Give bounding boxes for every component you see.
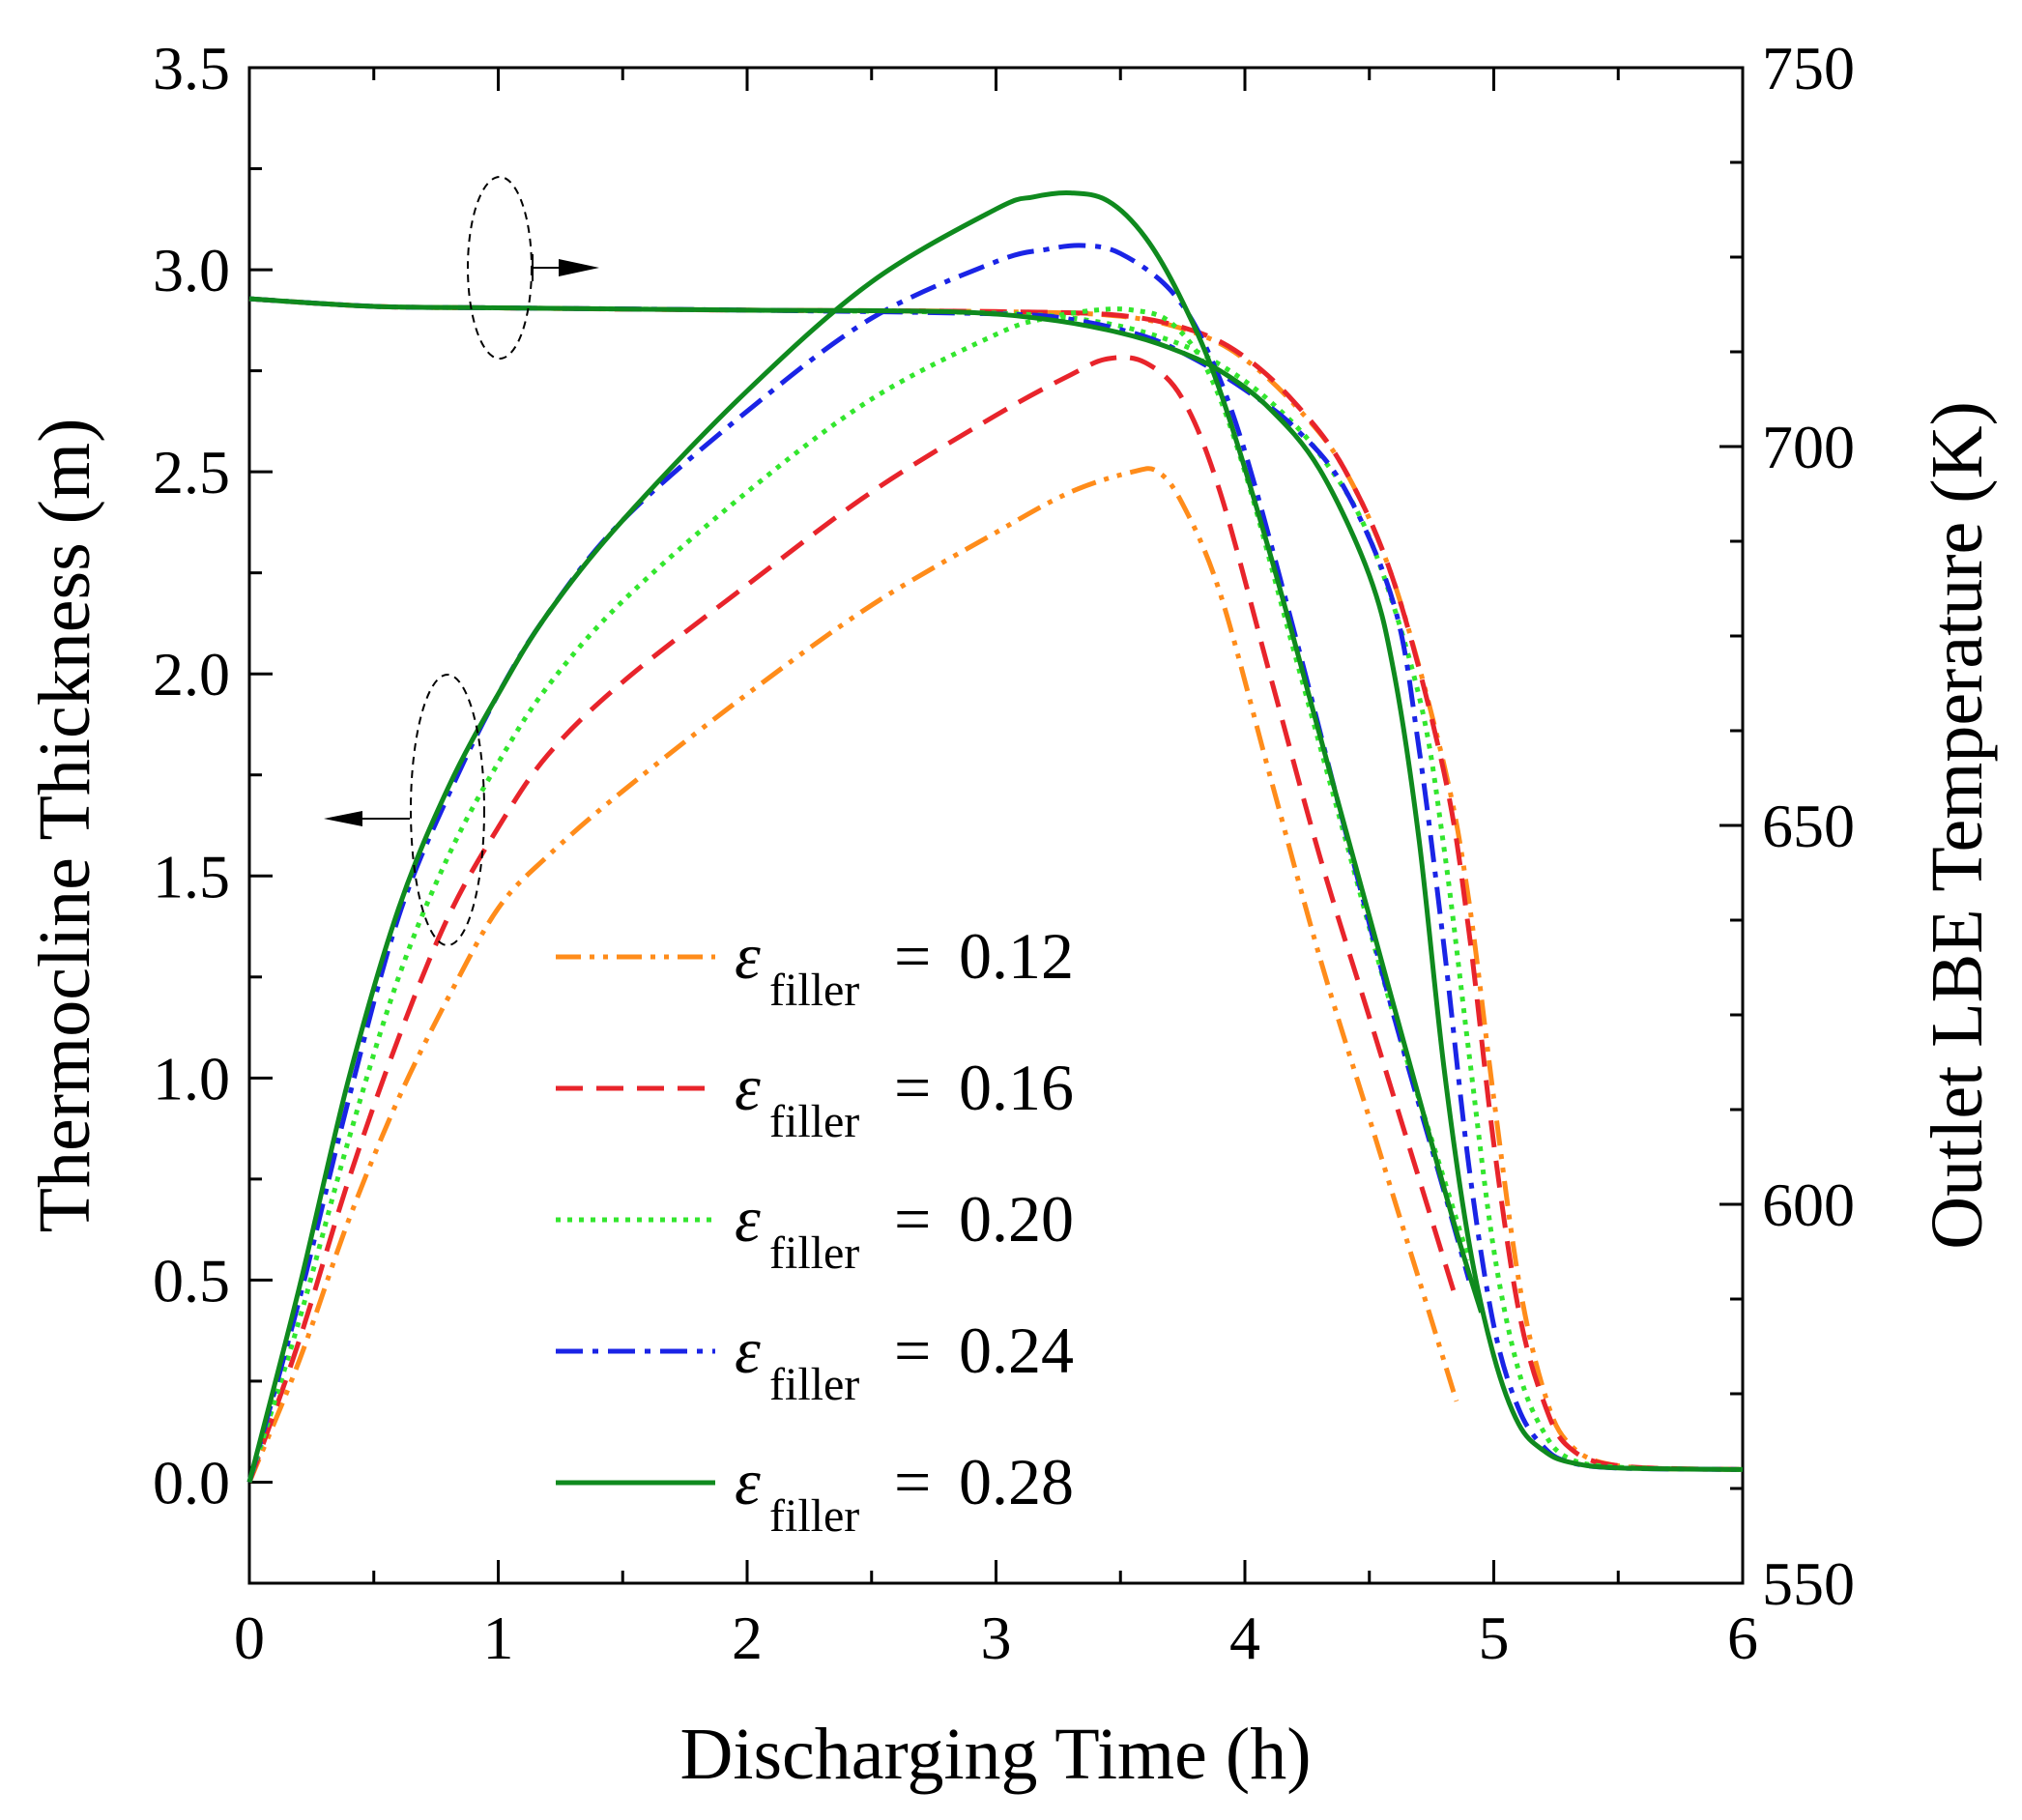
x-tick-label: 3 bbox=[981, 1603, 1012, 1672]
right-axis-arrow-head bbox=[559, 259, 599, 276]
yr-tick-label: 550 bbox=[1762, 1549, 1855, 1618]
yl-tick-label: 2.5 bbox=[153, 438, 230, 506]
x-axis-ticks: 0 1 2 3 4 5 6 bbox=[234, 68, 1758, 1672]
legend-symbol: ε bbox=[735, 919, 761, 993]
temperature-line-series-1 bbox=[248, 296, 1744, 1472]
yl-tick-label: 1.5 bbox=[153, 842, 230, 910]
thickness-line-series-4 bbox=[246, 189, 1484, 1484]
legend-equals: = bbox=[894, 1051, 931, 1124]
series-layer bbox=[246, 189, 1744, 1484]
left-axis-arrow-head bbox=[324, 811, 362, 826]
legend-equals: = bbox=[894, 1182, 931, 1256]
thickness-line-series-1 bbox=[246, 355, 1459, 1484]
legend-value-1: 0.16 bbox=[959, 1051, 1074, 1124]
yl-tick-label: 3.5 bbox=[153, 34, 230, 102]
legend-symbol: ε bbox=[735, 1445, 761, 1518]
yl-tick-label: 2.0 bbox=[153, 640, 230, 708]
legend-subscript: filler bbox=[769, 1359, 859, 1410]
x-tick-label: 6 bbox=[1727, 1603, 1758, 1672]
thickness-line-series-3 bbox=[246, 243, 1472, 1484]
thickness-curves-ellipse bbox=[410, 674, 485, 946]
left-y-axis-title: Thermocline Thickness (m) bbox=[24, 419, 105, 1233]
temperature-line-series-3 bbox=[248, 296, 1744, 1472]
legend-subscript: filler bbox=[769, 1096, 859, 1147]
x-tick-label: 4 bbox=[1229, 1603, 1260, 1672]
legend-value-3: 0.24 bbox=[959, 1314, 1074, 1387]
legend: ε filler = 0.12ε filler = 0.16ε filler = 0.20ε fil… bbox=[556, 919, 1074, 1542]
x-tick-label: 0 bbox=[234, 1603, 265, 1672]
annotations bbox=[324, 176, 599, 946]
right-y-axis-ticks: 550 600 650 700 750 bbox=[1719, 34, 1855, 1618]
yr-tick-label: 750 bbox=[1762, 34, 1855, 102]
yl-tick-label: 0.5 bbox=[153, 1246, 230, 1314]
temperature-curves-ellipse bbox=[467, 176, 533, 360]
legend-equals: = bbox=[894, 1314, 931, 1387]
legend-equals: = bbox=[894, 1445, 931, 1518]
legend-subscript: filler bbox=[769, 1490, 859, 1542]
thickness-line-series-2 bbox=[246, 306, 1472, 1484]
x-tick-label: 2 bbox=[732, 1603, 763, 1672]
temperature-line-series-0 bbox=[248, 296, 1744, 1472]
legend-subscript: filler bbox=[769, 1228, 859, 1279]
legend-value-4: 0.28 bbox=[959, 1445, 1074, 1518]
x-axis-title: Discharging Time (h) bbox=[679, 1714, 1311, 1795]
left-y-axis-ticks: 0.0 0.5 1.0 1.5 2.0 2.5 3.0 3.5 bbox=[153, 34, 273, 1585]
legend-symbol: ε bbox=[735, 1182, 761, 1256]
legend-subscript: filler bbox=[769, 965, 859, 1016]
yl-tick-label: 1.0 bbox=[153, 1044, 230, 1112]
yr-tick-label: 600 bbox=[1762, 1170, 1855, 1239]
yl-tick-label: 0.0 bbox=[153, 1448, 230, 1517]
legend-symbol: ε bbox=[735, 1051, 761, 1124]
legend-value-0: 0.12 bbox=[959, 919, 1074, 993]
yr-tick-label: 700 bbox=[1762, 413, 1855, 481]
legend-symbol: ε bbox=[735, 1314, 761, 1387]
yr-tick-label: 650 bbox=[1762, 792, 1855, 860]
temperature-line-series-4 bbox=[248, 296, 1744, 1472]
legend-value-2: 0.20 bbox=[959, 1182, 1074, 1256]
yl-tick-label: 3.0 bbox=[153, 236, 230, 304]
legend-equals: = bbox=[894, 919, 931, 993]
x-tick-label: 5 bbox=[1479, 1603, 1510, 1672]
thickness-line-series-0 bbox=[246, 466, 1459, 1484]
x-tick-label: 1 bbox=[483, 1603, 514, 1672]
temperature-line-series-2 bbox=[248, 296, 1744, 1472]
right-y-axis-title: Outlet LBE Temperature (K) bbox=[1917, 401, 1998, 1250]
